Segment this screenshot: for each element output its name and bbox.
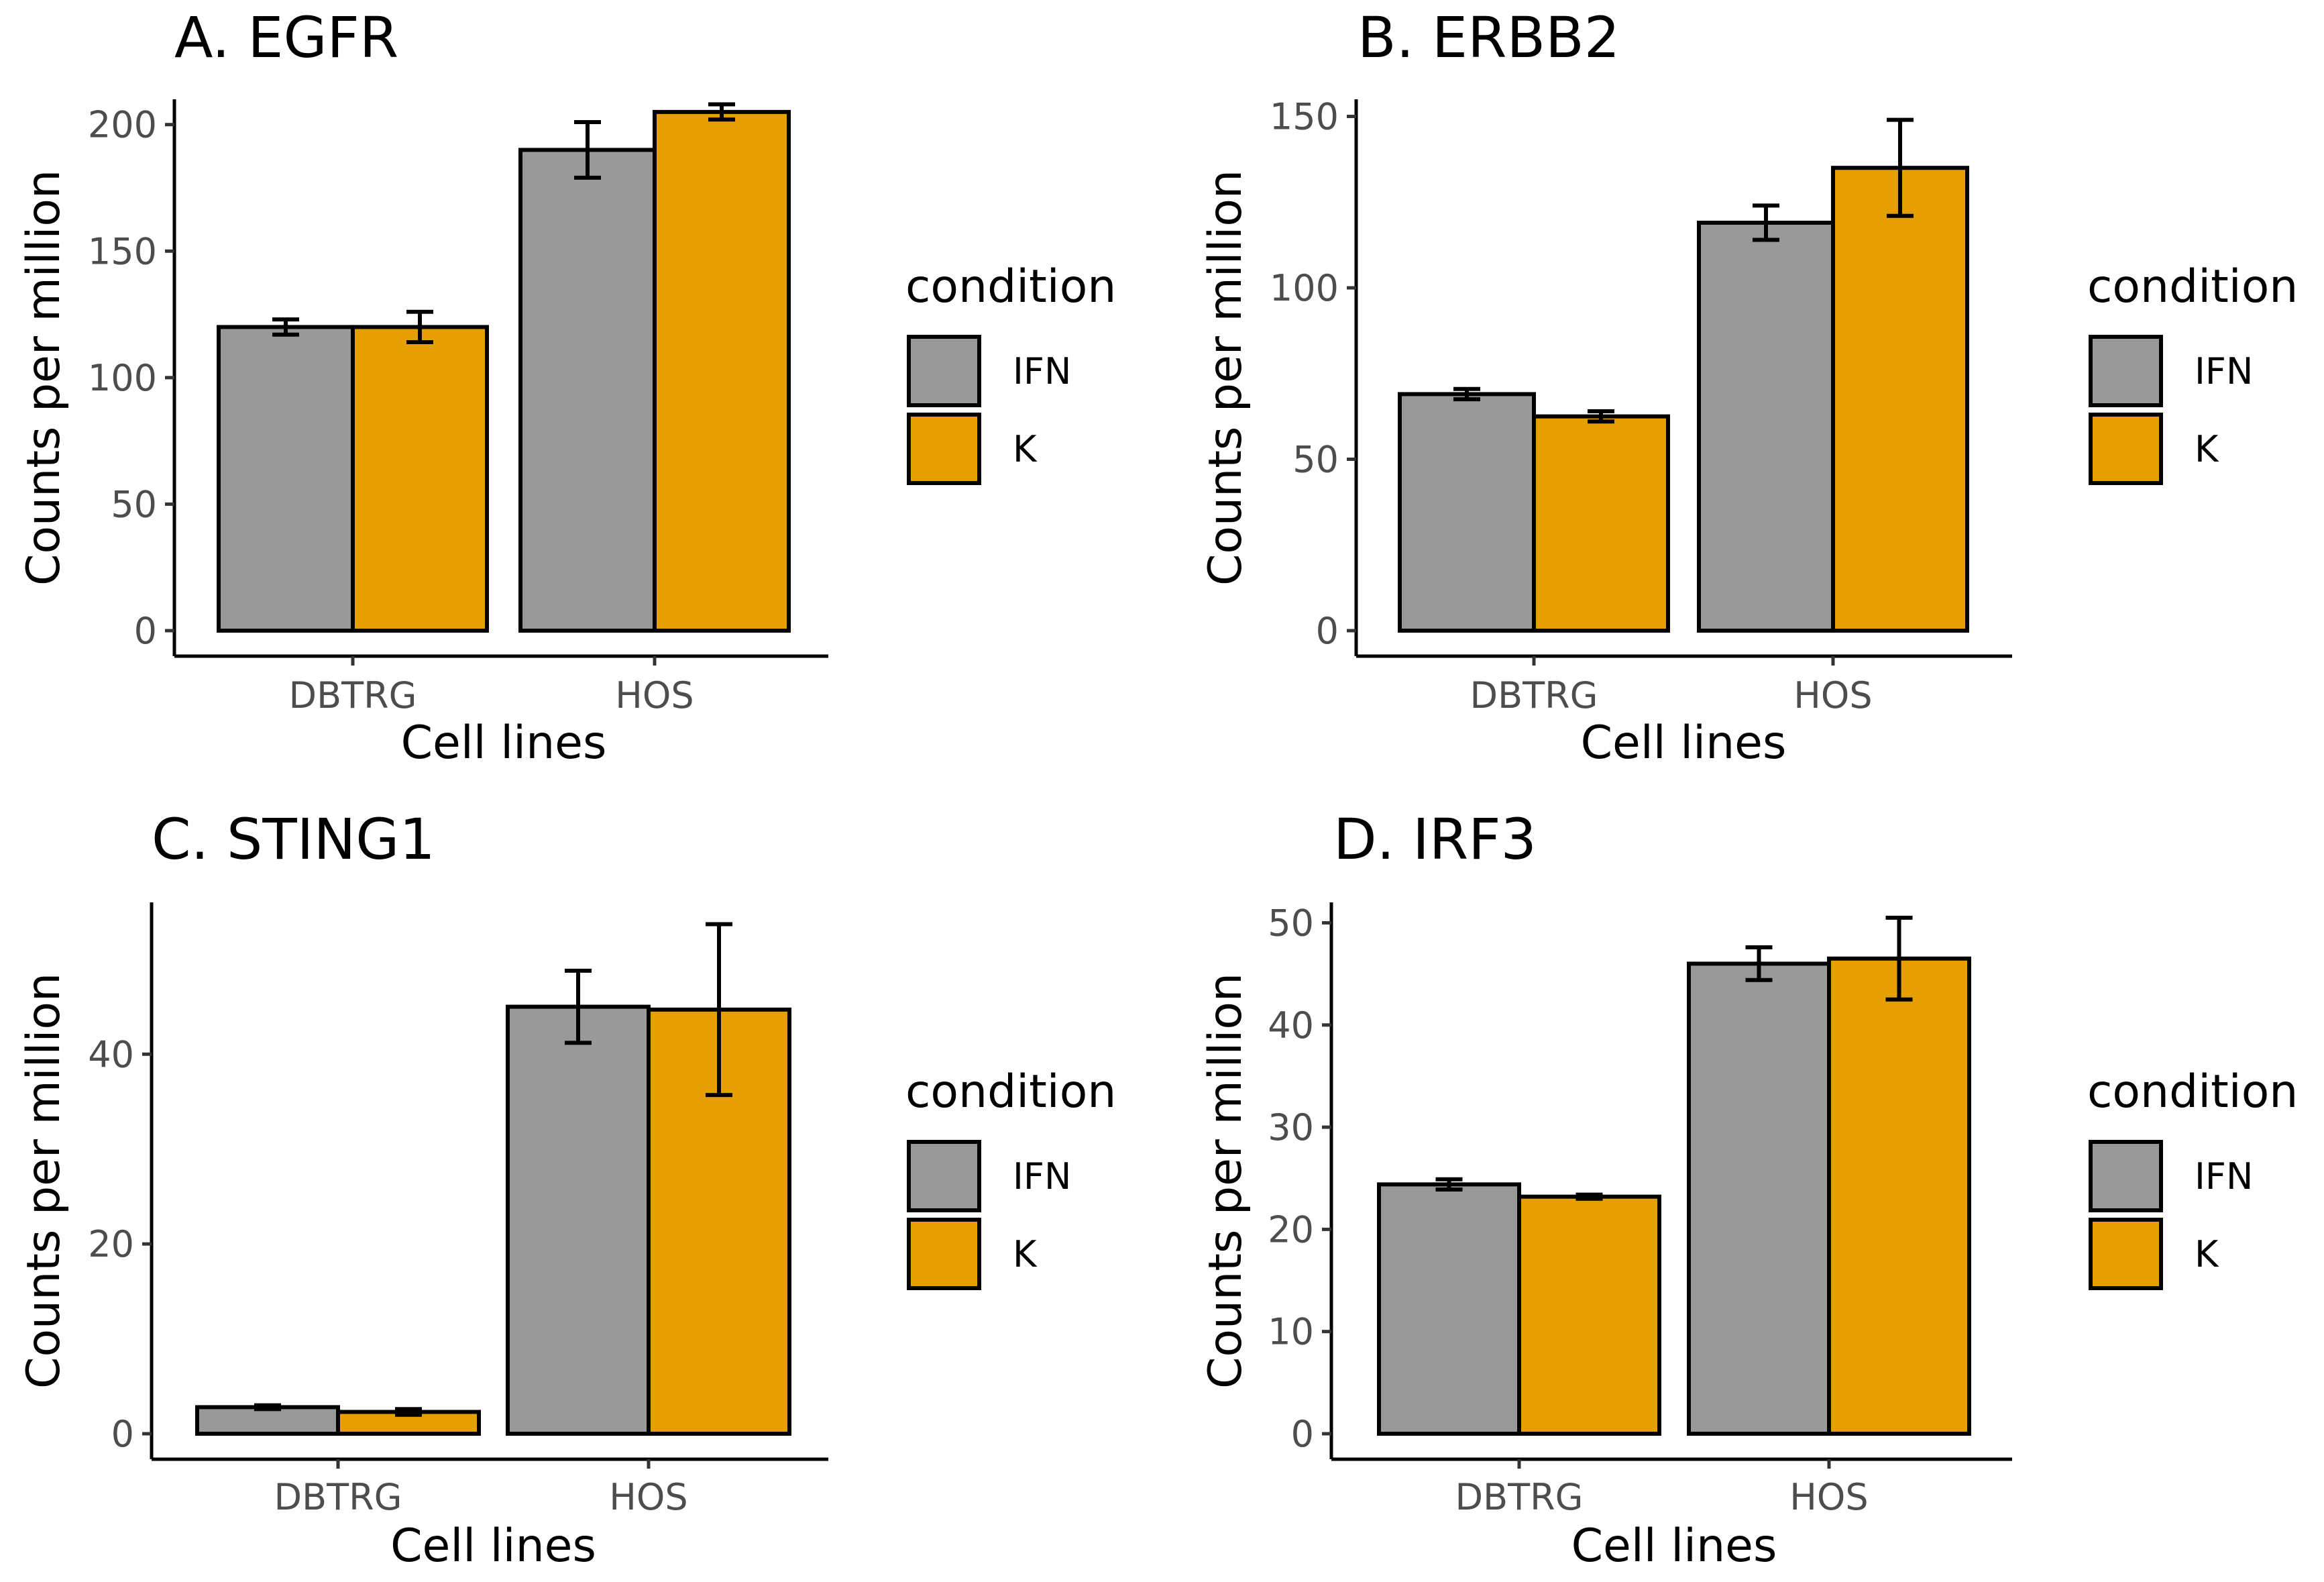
error-bar-dbtrg-ifn [1435,1177,1463,1192]
y-tick-label: 50 [111,483,157,525]
y-axis-title: Counts per million [1199,973,1252,1389]
bar-hos-k [1827,956,1971,1436]
y-tick-label: 150 [1270,96,1339,138]
legend-label-ifn: IFN [1013,350,1071,392]
panel-c: C. STING1 0 20 40 DBTRG HOS Cell lines Counts p… [17,806,1116,1573]
legend-key-k [907,1218,981,1290]
y-axis-title: Counts per million [17,973,70,1389]
legend-label-ifn: IFN [1013,1155,1071,1198]
legend: condition IFN K [905,260,1116,485]
error-bar-dbtrg-ifn [1453,386,1480,402]
bar-hos-k [653,109,791,633]
legend: condition IFN K [2087,1065,2298,1290]
legend-label-k: K [1013,428,1038,470]
error-bar-hos-k [708,102,735,122]
error-bar-hos-k [1885,915,1913,1002]
x-axis-title: Cell lines [401,717,607,770]
legend-key-k [2089,1218,2163,1290]
legend-label-k: K [2195,428,2219,470]
error-bar-hos-k [706,922,732,1098]
bar-hos-ifn [506,1004,651,1436]
bar-hos-ifn [1697,220,1835,633]
error-bar-dbtrg-k [1588,409,1614,424]
x-tick-label-dbtrg: DBTRG [1455,1476,1584,1518]
legend-title: condition [905,260,1116,313]
x-tick-label-dbtrg: DBTRG [289,674,417,717]
x-axis-title: Cell lines [390,1520,596,1573]
y-axis-title: Counts per million [17,170,70,586]
y-tick-label: 40 [1268,1004,1314,1047]
panel-title: C. STING1 [152,806,435,872]
y-tick-label: 100 [88,357,157,399]
legend-label-k: K [1013,1233,1038,1275]
bar-dbtrg-ifn [217,325,355,633]
legend-key-ifn [907,335,981,407]
y-tick-label: 50 [1268,902,1314,944]
y-tick-label: 50 [1292,439,1339,481]
error-bar-hos-ifn [565,968,592,1045]
bar-dbtrg-ifn [195,1405,340,1436]
error-bar-hos-ifn [1745,945,1773,982]
legend-title: condition [2087,1065,2298,1118]
panel-d: D. IRF3 0 10 20 30 40 50 DBTRG HOS Cell lines Coun… [1199,806,2298,1573]
panel-title: B. ERBB2 [1358,5,1620,70]
bar-hos-k [1831,166,1969,633]
y-tick-label: 0 [134,610,157,652]
y-tick-label: 150 [88,230,157,272]
bar-dbtrg-k [1517,1194,1661,1436]
x-tick-label-dbtrg: DBTRG [1470,674,1598,717]
legend-key-ifn [2089,335,2163,407]
y-tick-label: 20 [1268,1208,1314,1251]
legend: condition IFN K [905,1065,1116,1290]
y-tick-label: 0 [111,1413,134,1455]
error-bar-dbtrg-ifn [272,317,299,337]
panel-title: A. EGFR [174,5,398,70]
x-axis-title: Cell lines [1571,1520,1777,1573]
legend-key-k [907,413,981,485]
error-bar-hos-k [1887,117,1914,218]
y-tick-label: 0 [1291,1413,1314,1455]
y-tick-label: 0 [1316,610,1339,652]
legend-key-ifn [907,1140,981,1212]
y-axis-title: Counts per million [1199,170,1252,586]
bar-dbtrg-k [351,325,489,633]
y-tick-label: 20 [88,1223,134,1265]
error-bar-dbtrg-k [1575,1192,1603,1201]
legend-key-ifn [2089,1140,2163,1212]
bar-hos-ifn [518,148,657,633]
error-bar-hos-ifn [1753,203,1779,242]
bar-dbtrg-ifn [1377,1182,1521,1436]
x-tick-label-hos: HOS [1789,1476,1868,1518]
x-tick-label-hos: HOS [615,674,694,717]
y-tick-label: 100 [1270,267,1339,309]
legend: condition IFN K [2087,260,2298,485]
legend-label-ifn: IFN [2195,1155,2253,1198]
legend-label-k: K [2195,1233,2219,1275]
x-tick-label-dbtrg: DBTRG [274,1476,402,1518]
error-bar-dbtrg-k [395,1407,422,1417]
x-tick-label-hos: HOS [1793,674,1872,717]
legend-key-k [2089,413,2163,485]
x-axis-title: Cell lines [1581,717,1787,770]
error-bar-dbtrg-k [406,309,433,345]
legend-title: condition [2087,260,2298,313]
legend-label-ifn: IFN [2195,350,2253,392]
bar-dbtrg-k [1532,414,1670,633]
panel-title: D. IRF3 [1333,806,1537,872]
bar-dbtrg-ifn [1398,392,1536,633]
bar-hos-ifn [1687,961,1831,1436]
y-tick-label: 30 [1268,1106,1314,1149]
y-tick-label: 10 [1268,1311,1314,1353]
y-tick-label: 200 [88,104,157,146]
error-bar-hos-ifn [574,119,601,180]
y-tick-label: 40 [88,1033,134,1075]
x-tick-label-hos: HOS [609,1476,687,1518]
legend-title: condition [905,1065,1116,1118]
error-bar-dbtrg-ifn [254,1403,281,1412]
